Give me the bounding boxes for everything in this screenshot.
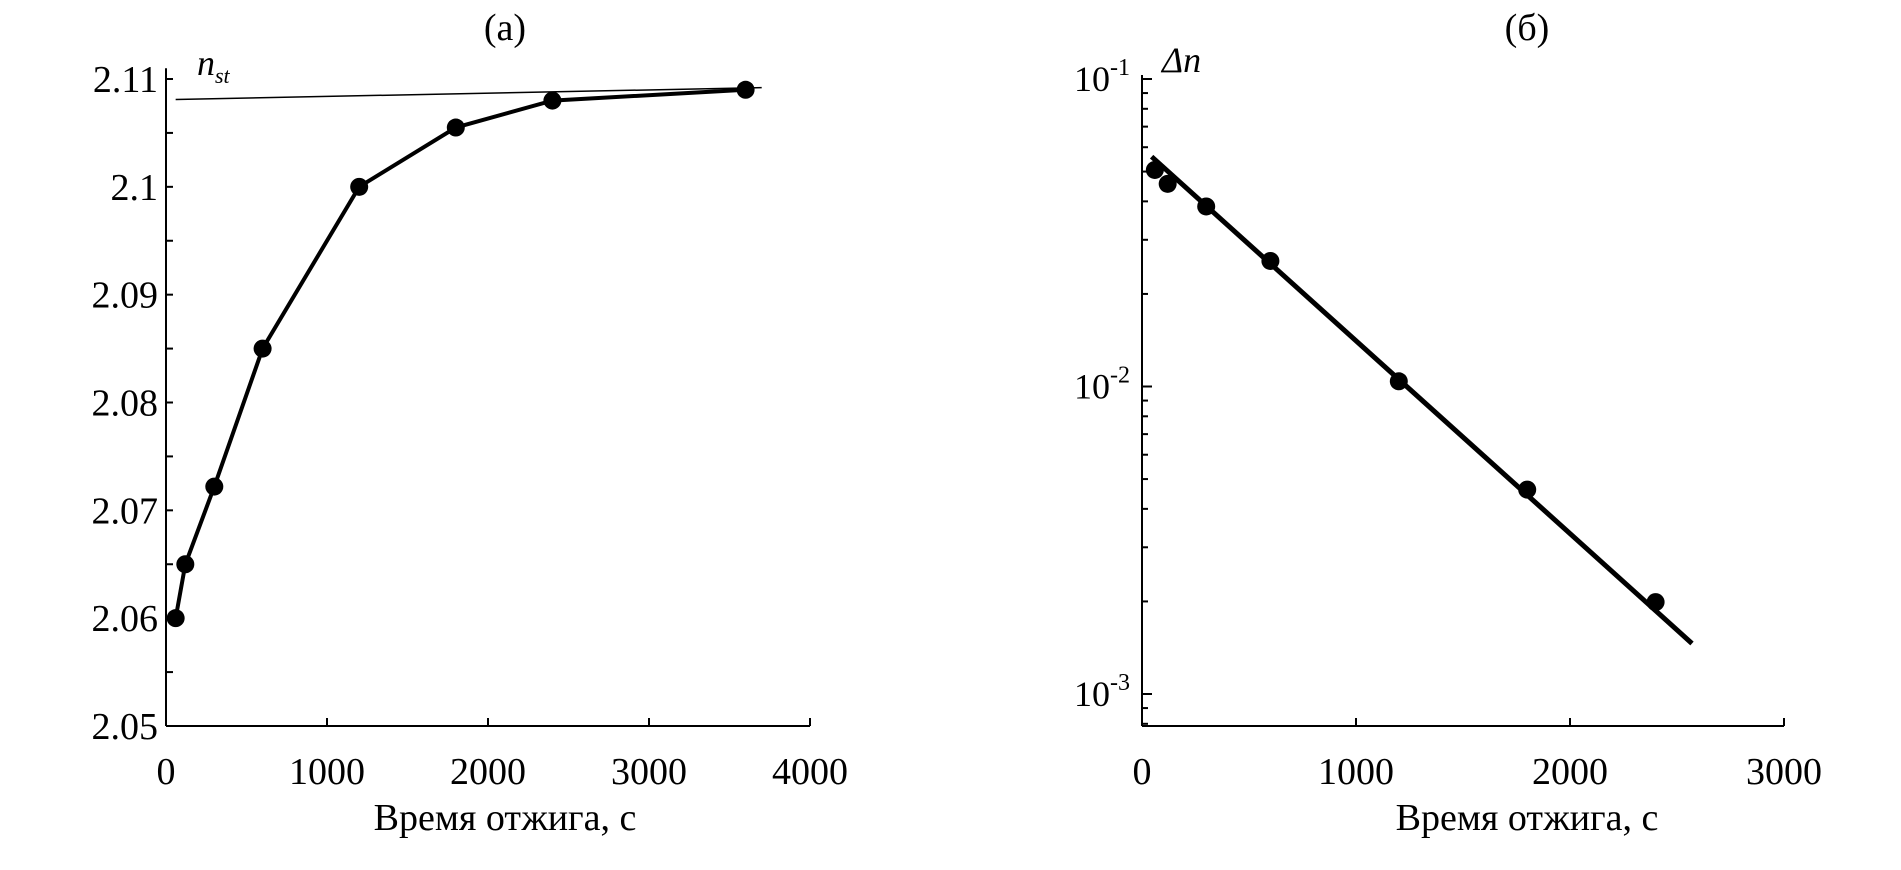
chart-b: (б) Время отжига, с Δn 10-1 10-2 10-30 1000… xyxy=(1074,7,1822,839)
y-tick-label: 2.11 xyxy=(93,59,158,101)
data-point xyxy=(350,177,369,196)
data-point xyxy=(1518,480,1537,499)
chart-b-xlabel: Время отжига, с xyxy=(1396,797,1659,839)
y-tick-label: 10-2 xyxy=(1074,363,1130,407)
x-tick-label: 3000 xyxy=(1746,751,1822,793)
nst-tangent-line xyxy=(175,86,762,101)
data-point xyxy=(446,118,465,137)
fit-line xyxy=(1149,154,1694,646)
y-tick-label: 10-3 xyxy=(1074,670,1130,714)
data-point xyxy=(1389,372,1408,391)
x-tick-label: 2000 xyxy=(1532,751,1608,793)
data-point xyxy=(1261,251,1280,270)
y-tick-label: 10-1 xyxy=(1074,55,1130,99)
y-tick-label: 2.07 xyxy=(92,490,159,532)
data-line xyxy=(173,87,746,619)
chart-a-title: (a) xyxy=(484,7,526,49)
x-tick-label: 0 xyxy=(157,751,176,793)
data-point xyxy=(1145,160,1164,179)
chart-b-ylabel: Δn xyxy=(1160,40,1201,80)
chart-b-title: (б) xyxy=(1505,7,1550,49)
y-tick-label: 2.06 xyxy=(92,598,159,640)
data-point xyxy=(736,80,755,99)
x-tick-label: 0 xyxy=(1133,751,1152,793)
x-tick-label: 3000 xyxy=(611,751,687,793)
data-point xyxy=(1646,593,1665,612)
data-point xyxy=(1158,174,1177,193)
x-tick-label: 2000 xyxy=(450,751,526,793)
y-tick-label: 2.08 xyxy=(92,383,159,425)
y-tick-label: 2.09 xyxy=(92,275,159,317)
nst-label: nst xyxy=(197,43,231,88)
data-point xyxy=(166,609,185,628)
data-point xyxy=(253,339,272,358)
chart-a-xlabel: Время отжига, с xyxy=(374,797,637,839)
data-point xyxy=(176,555,195,574)
y-tick-label: 2.1 xyxy=(111,167,159,209)
data-point xyxy=(543,91,562,110)
chart-a: (a) Время отжига, с nst 2.05 2.06 2.07 2.08… xyxy=(92,7,849,839)
x-tick-label: 4000 xyxy=(772,751,848,793)
x-tick-label: 1000 xyxy=(1318,751,1394,793)
data-point xyxy=(205,477,224,496)
data-point xyxy=(1197,197,1216,216)
y-tick-label: 2.05 xyxy=(92,706,159,748)
x-tick-label: 1000 xyxy=(289,751,365,793)
